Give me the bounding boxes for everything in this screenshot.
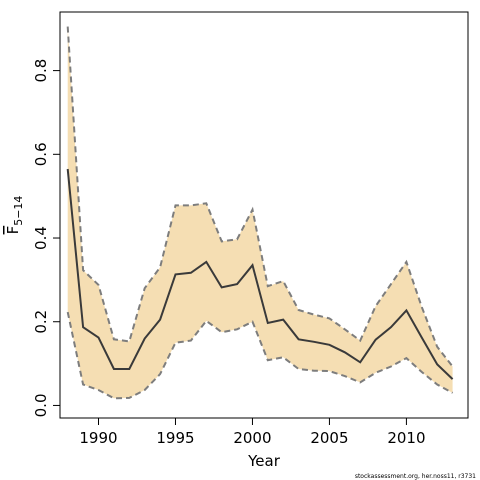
y-tick-label: 0.2 [32, 310, 50, 334]
y-axis-title-main: F [4, 226, 22, 235]
x-axis: 1990 1995 2000 2005 2010 [79, 418, 426, 447]
x-tick-label: 2010 [387, 429, 425, 447]
y-tick-label: 0.6 [32, 142, 50, 166]
credit-note: stockassessment.org, her.noss11, r3731 [355, 473, 476, 480]
y-axis-title: F5−14 [4, 196, 25, 235]
plot-frame [59, 11, 469, 419]
y-axis: 0.0 0.2 0.4 0.6 0.8 [32, 59, 60, 418]
y-tick-label: 0.0 [32, 394, 50, 418]
upper-bound-line [66, 26, 454, 368]
estimate-line [66, 168, 454, 380]
x-tick-label: 2005 [310, 429, 348, 447]
x-tick-label: 1990 [79, 429, 117, 447]
y-axis-title-sub: 5−14 [12, 196, 25, 226]
x-tick-label: 2000 [233, 429, 271, 447]
y-tick-label: 0.8 [32, 59, 50, 83]
plot-area [66, 26, 454, 400]
x-tick-label: 1995 [156, 429, 194, 447]
lower-bound-line [66, 311, 454, 400]
x-axis-title: Year [247, 452, 281, 470]
y-tick-label: 0.4 [32, 226, 50, 250]
